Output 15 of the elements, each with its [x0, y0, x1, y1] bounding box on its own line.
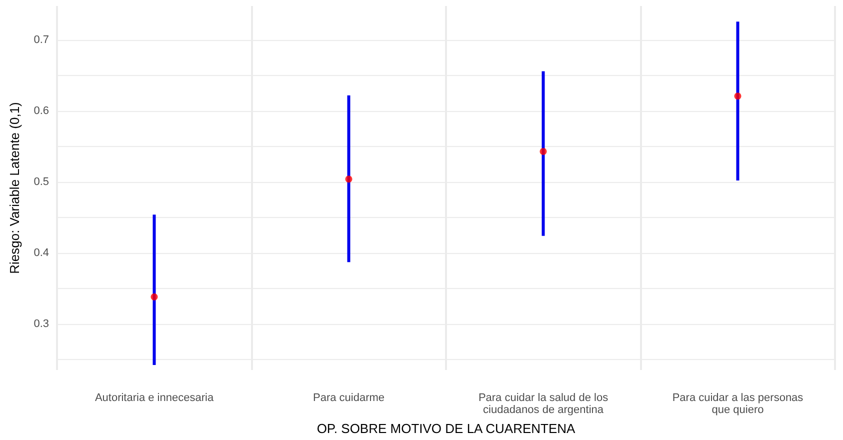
- x-tick-label: Para cuidar la salud de los ciudadanos de argentina: [478, 392, 609, 416]
- point: [540, 148, 547, 155]
- point: [150, 293, 158, 300]
- y-tick-label: 0.3: [34, 318, 49, 330]
- point: [734, 92, 742, 100]
- x-tick-label: Autoritaria e innecesaria: [94, 392, 214, 404]
- y-tick-label: 0.7: [34, 34, 49, 46]
- x-axis-title: OP. SOBRE MOTIVO DE LA CUARENTENA: [316, 421, 576, 436]
- y-axis-title: Riesgo: Variable Latente (0,1): [7, 102, 22, 274]
- x-tick-label: Para cuidarme: [312, 392, 385, 404]
- y-tick-label: 0.5: [34, 176, 49, 188]
- x-tick-label: Para cuidar a las personas que quiero: [672, 392, 804, 416]
- y-tick-label: 0.6: [34, 105, 49, 118]
- y-tick-label: 0.4: [34, 246, 49, 259]
- point: [345, 176, 352, 183]
